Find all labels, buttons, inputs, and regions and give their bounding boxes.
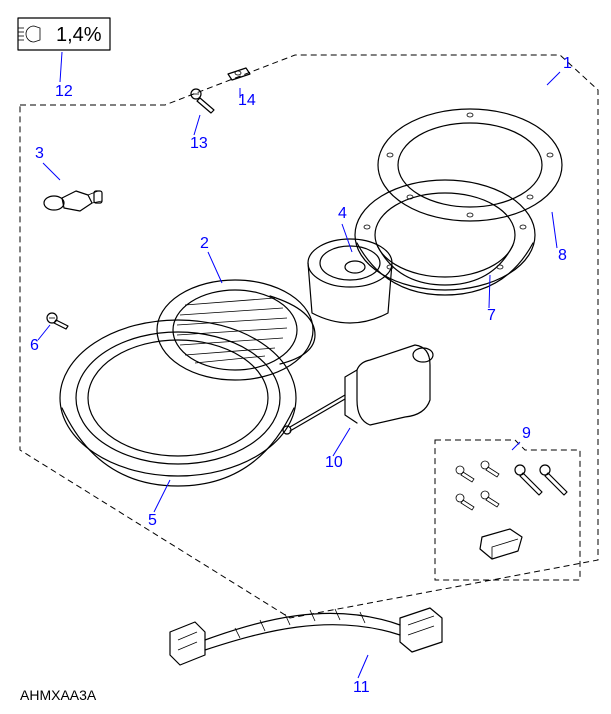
callouts: 1 2 3 4 5 6 7 8 [30, 52, 572, 696]
svg-text:11: 11 [353, 679, 370, 696]
svg-text:14: 14 [238, 92, 256, 109]
svg-text:5: 5 [148, 512, 157, 529]
svg-text:9: 9 [522, 425, 531, 442]
svg-text:4: 4 [338, 205, 347, 222]
svg-text:3: 3 [35, 145, 44, 162]
svg-text:12: 12 [55, 83, 73, 100]
callout-6: 6 [30, 325, 50, 354]
callout-14: 14 [238, 88, 256, 109]
callout-11: 11 [353, 655, 370, 696]
part-gasket-ring [378, 109, 562, 221]
callout-3: 3 [35, 145, 60, 180]
svg-text:2: 2 [200, 235, 209, 252]
part-screw-plate [191, 89, 214, 113]
part-bulb [44, 191, 102, 211]
callout-4: 4 [338, 205, 352, 252]
callout-13: 13 [190, 115, 208, 152]
info-box: 1,4% [18, 18, 110, 50]
callout-5: 5 [148, 480, 170, 529]
part-code: AHMXAA3A [20, 687, 97, 703]
callout-12: 12 [55, 52, 73, 100]
kit-outline [435, 440, 580, 580]
part-bezel [60, 320, 296, 486]
callout-9: 9 [512, 425, 531, 450]
callout-10: 10 [325, 428, 350, 471]
part-screw-bezel [47, 313, 68, 329]
part-boot [308, 239, 392, 323]
callout-2: 2 [200, 235, 222, 283]
part-level-motor [283, 345, 433, 434]
svg-text:1: 1 [563, 55, 572, 72]
svg-text:8: 8 [558, 247, 567, 264]
svg-text:13: 13 [190, 135, 208, 152]
svg-text:7: 7 [487, 307, 496, 324]
exploded-diagram: 1,4% [0, 0, 611, 714]
callout-8: 8 [552, 212, 567, 264]
info-text: 1,4% [56, 24, 102, 46]
svg-text:10: 10 [325, 454, 343, 471]
svg-text:6: 6 [30, 337, 39, 354]
part-harness [170, 608, 442, 665]
callout-1: 1 [547, 55, 572, 85]
part-kit-contents [456, 461, 567, 559]
part-mounting-bowl [355, 180, 535, 295]
